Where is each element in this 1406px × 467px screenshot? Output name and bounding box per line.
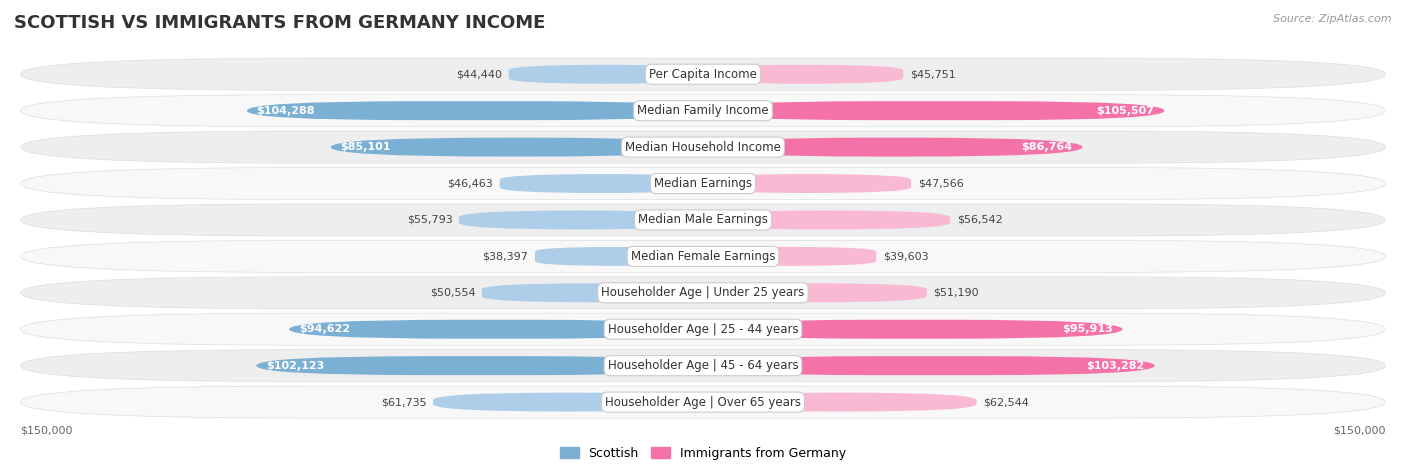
Text: $104,288: $104,288 bbox=[257, 106, 315, 116]
FancyBboxPatch shape bbox=[21, 241, 1385, 272]
Text: Median Household Income: Median Household Income bbox=[626, 141, 780, 154]
Text: Householder Age | Over 65 years: Householder Age | Over 65 years bbox=[605, 396, 801, 409]
FancyBboxPatch shape bbox=[21, 350, 1385, 382]
FancyBboxPatch shape bbox=[290, 320, 703, 339]
FancyBboxPatch shape bbox=[482, 283, 703, 302]
Text: $55,793: $55,793 bbox=[406, 215, 453, 225]
Text: Median Family Income: Median Family Income bbox=[637, 104, 769, 117]
FancyBboxPatch shape bbox=[21, 386, 1385, 418]
FancyBboxPatch shape bbox=[509, 65, 703, 84]
Text: $50,554: $50,554 bbox=[430, 288, 475, 298]
Text: $44,440: $44,440 bbox=[456, 69, 502, 79]
FancyBboxPatch shape bbox=[21, 204, 1385, 236]
Text: $94,622: $94,622 bbox=[299, 324, 350, 334]
Text: Median Female Earnings: Median Female Earnings bbox=[631, 250, 775, 263]
Text: $86,764: $86,764 bbox=[1022, 142, 1073, 152]
FancyBboxPatch shape bbox=[703, 174, 911, 193]
Text: Per Capita Income: Per Capita Income bbox=[650, 68, 756, 81]
FancyBboxPatch shape bbox=[703, 211, 950, 229]
Text: $39,603: $39,603 bbox=[883, 251, 928, 262]
FancyBboxPatch shape bbox=[703, 101, 1164, 120]
FancyBboxPatch shape bbox=[256, 356, 703, 375]
Text: Source: ZipAtlas.com: Source: ZipAtlas.com bbox=[1274, 14, 1392, 24]
Text: $85,101: $85,101 bbox=[340, 142, 391, 152]
FancyBboxPatch shape bbox=[247, 101, 703, 120]
Text: $46,463: $46,463 bbox=[447, 178, 494, 189]
FancyBboxPatch shape bbox=[703, 283, 927, 302]
FancyBboxPatch shape bbox=[499, 174, 703, 193]
FancyBboxPatch shape bbox=[330, 138, 703, 156]
Text: Householder Age | Under 25 years: Householder Age | Under 25 years bbox=[602, 286, 804, 299]
Legend: Scottish, Immigrants from Germany: Scottish, Immigrants from Germany bbox=[555, 442, 851, 465]
FancyBboxPatch shape bbox=[703, 393, 977, 411]
FancyBboxPatch shape bbox=[703, 65, 903, 84]
FancyBboxPatch shape bbox=[703, 320, 1122, 339]
Text: Householder Age | 25 - 44 years: Householder Age | 25 - 44 years bbox=[607, 323, 799, 336]
FancyBboxPatch shape bbox=[21, 277, 1385, 309]
Text: $56,542: $56,542 bbox=[957, 215, 1002, 225]
FancyBboxPatch shape bbox=[458, 211, 703, 229]
Text: $51,190: $51,190 bbox=[934, 288, 979, 298]
FancyBboxPatch shape bbox=[21, 131, 1385, 163]
FancyBboxPatch shape bbox=[433, 393, 703, 411]
Text: $105,507: $105,507 bbox=[1097, 106, 1154, 116]
Text: $102,123: $102,123 bbox=[266, 361, 325, 371]
FancyBboxPatch shape bbox=[703, 138, 1083, 156]
FancyBboxPatch shape bbox=[703, 356, 1154, 375]
Text: $38,397: $38,397 bbox=[482, 251, 529, 262]
Text: Householder Age | 45 - 64 years: Householder Age | 45 - 64 years bbox=[607, 359, 799, 372]
FancyBboxPatch shape bbox=[21, 95, 1385, 127]
FancyBboxPatch shape bbox=[21, 58, 1385, 90]
FancyBboxPatch shape bbox=[703, 247, 876, 266]
FancyBboxPatch shape bbox=[21, 168, 1385, 199]
Text: $61,735: $61,735 bbox=[381, 397, 426, 407]
Text: $103,282: $103,282 bbox=[1087, 361, 1144, 371]
Text: $45,751: $45,751 bbox=[910, 69, 956, 79]
FancyBboxPatch shape bbox=[21, 313, 1385, 345]
Text: Median Male Earnings: Median Male Earnings bbox=[638, 213, 768, 226]
Text: $62,544: $62,544 bbox=[983, 397, 1029, 407]
FancyBboxPatch shape bbox=[536, 247, 703, 266]
Text: Median Earnings: Median Earnings bbox=[654, 177, 752, 190]
Text: SCOTTISH VS IMMIGRANTS FROM GERMANY INCOME: SCOTTISH VS IMMIGRANTS FROM GERMANY INCO… bbox=[14, 14, 546, 32]
Text: $95,913: $95,913 bbox=[1062, 324, 1112, 334]
Text: $47,566: $47,566 bbox=[918, 178, 963, 189]
